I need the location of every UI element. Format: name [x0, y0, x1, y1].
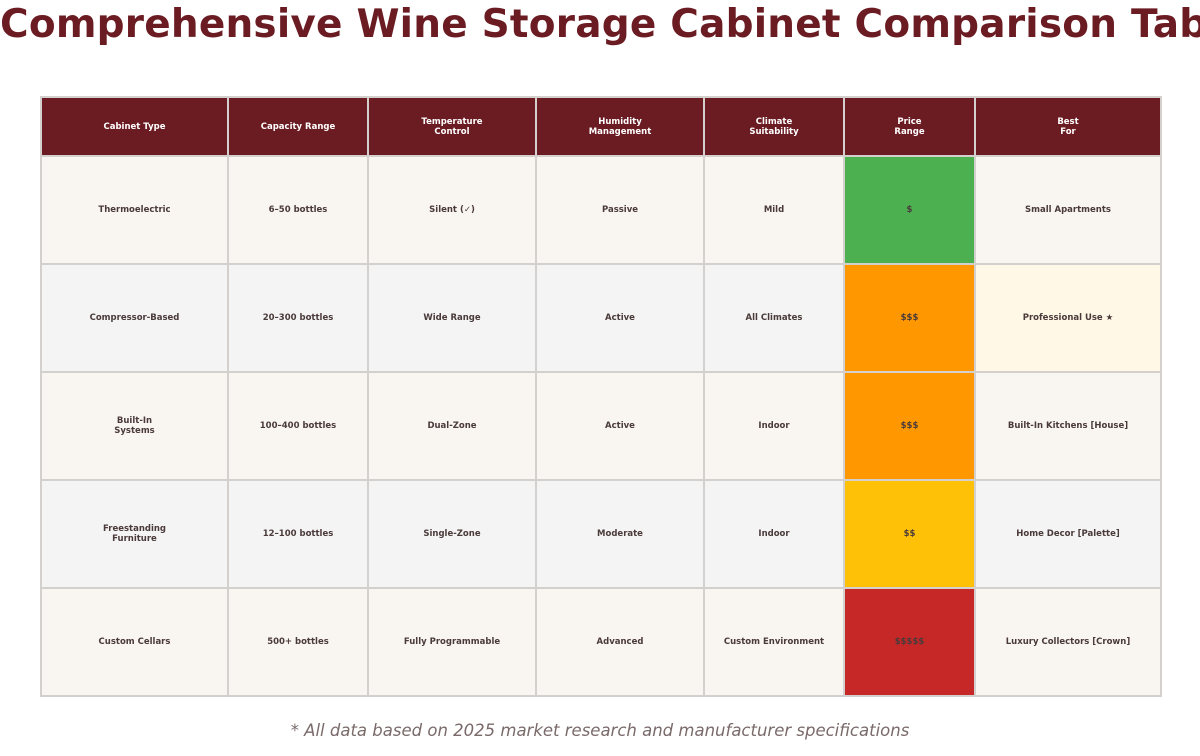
column-header-climate-suitability: Climate Suitability [703, 96, 845, 157]
cell-best-for: Professional Use ★ [974, 263, 1162, 373]
column-header-price-range: Price Range [843, 96, 976, 157]
cell-temperature-control: Dual-Zone [367, 371, 537, 481]
table-row: Thermoelectric 6–50 bottles Silent (✓) Pass… [40, 155, 1162, 265]
table-row: Built-In Systems 100–400 bottles Dual-Zone… [40, 371, 1162, 481]
cell-temperature-control: Single-Zone [367, 479, 537, 589]
cell-best-for: Home Decor [Palette] [974, 479, 1162, 589]
cell-capacity-range: 6–50 bottles [227, 155, 369, 265]
cell-capacity-range: 500+ bottles [227, 587, 369, 697]
header-row: Cabinet Type Capacity Range Temperature Co… [40, 96, 1162, 157]
cell-capacity-range: 12–100 bottles [227, 479, 369, 589]
table-row: Custom Cellars 500+ bottles Fully Programm… [40, 587, 1162, 697]
cell-humidity-management: Passive [535, 155, 705, 265]
cell-temperature-control: Wide Range [367, 263, 537, 373]
cell-humidity-management: Moderate [535, 479, 705, 589]
cell-climate-suitability: All Climates [703, 263, 845, 373]
cell-capacity-range: 20–300 bottles [227, 263, 369, 373]
cell-cabinet-type: Built-In Systems [40, 371, 229, 481]
cell-climate-suitability: Indoor [703, 479, 845, 589]
column-header-capacity-range: Capacity Range [227, 96, 369, 157]
table-row: Freestanding Furniture 12–100 bottles Sing… [40, 479, 1162, 589]
cell-cabinet-type: Freestanding Furniture [40, 479, 229, 589]
cell-price-range: $ [843, 155, 976, 265]
cell-best-for: Built-In Kitchens [House] [974, 371, 1162, 481]
cell-best-for: Luxury Collectors [Crown] [974, 587, 1162, 697]
cell-capacity-range: 100–400 bottles [227, 371, 369, 481]
table-row: Compressor-Based 20–300 bottles Wide Range… [40, 263, 1162, 373]
cell-price-range: $$$ [843, 263, 976, 373]
cell-cabinet-type: Compressor-Based [40, 263, 229, 373]
cell-cabinet-type: Custom Cellars [40, 587, 229, 697]
footnote: * All data based on 2025 market research… [290, 721, 910, 740]
column-header-humidity-management: Humidity Management [535, 96, 705, 157]
cell-price-range: $$$$$ [843, 587, 976, 697]
column-header-best-for: Best For [974, 96, 1162, 157]
cell-price-range: $$ [843, 479, 976, 589]
cell-climate-suitability: Mild [703, 155, 845, 265]
page-title: Comprehensive Wine Storage Cabinet Compa… [0, 2, 1200, 47]
column-header-temperature-control: Temperature Control [367, 96, 537, 157]
cell-climate-suitability: Custom Environment [703, 587, 845, 697]
comparison-table: Cabinet Type Capacity Range Temperature Co… [40, 96, 1162, 697]
cell-price-range: $$$ [843, 371, 976, 481]
cell-cabinet-type: Thermoelectric [40, 155, 229, 265]
column-header-cabinet-type: Cabinet Type [40, 96, 229, 157]
cell-humidity-management: Advanced [535, 587, 705, 697]
cell-temperature-control: Silent (✓) [367, 155, 537, 265]
cell-humidity-management: Active [535, 371, 705, 481]
cell-humidity-management: Active [535, 263, 705, 373]
cell-temperature-control: Fully Programmable [367, 587, 537, 697]
cell-climate-suitability: Indoor [703, 371, 845, 481]
cell-best-for: Small Apartments [974, 155, 1162, 265]
